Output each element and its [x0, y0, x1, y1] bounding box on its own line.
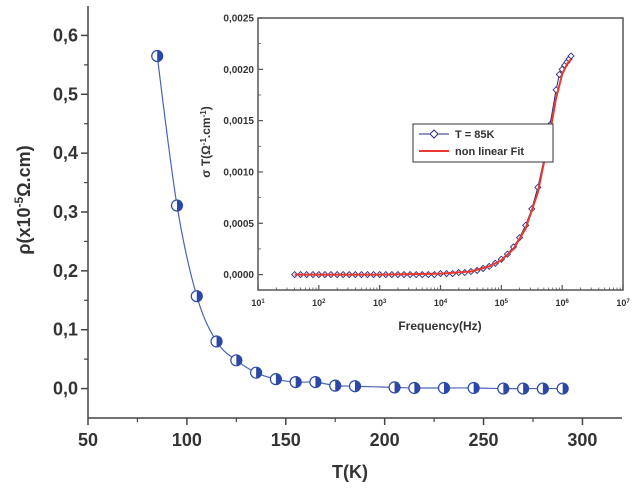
y-tick-label: 0,5 — [53, 84, 78, 104]
marker-half-fill — [177, 200, 183, 212]
x-tick-label: 50 — [78, 430, 98, 450]
inset-chart: 101 102 103 104 105 106 107 0,0000 0,0005 0,0010 0… — [199, 14, 631, 334]
legend-box — [412, 123, 554, 163]
x-tick-label: 200 — [370, 430, 400, 450]
inset-legend: T = 85K non linear Fit — [412, 123, 554, 163]
marker-half-fill — [542, 383, 549, 395]
marker-half-fill — [394, 381, 401, 393]
marker-half-fill — [216, 335, 223, 347]
data-point — [151, 49, 164, 63]
marker-half-fill — [256, 367, 262, 379]
data-point — [536, 382, 549, 395]
inset-x-tick-label: 102 — [312, 298, 326, 308]
inset-data-point — [567, 52, 575, 60]
data-point — [517, 382, 530, 395]
inset-y-tick-label: 0,0025 — [223, 14, 254, 25]
marker-half-fill — [414, 382, 420, 394]
marker-half-fill — [157, 50, 163, 62]
inset-y-tick-label: 0,0010 — [223, 167, 254, 178]
data-point — [190, 290, 203, 303]
inset-x-tick-label: 101 — [251, 298, 265, 308]
y-tick-label: 0,3 — [53, 202, 78, 222]
marker-half-fill — [473, 382, 480, 394]
inset-y-tick-label: 0,0000 — [223, 270, 254, 281]
x-axis-label: T(K) — [332, 462, 368, 482]
data-point — [467, 381, 480, 395]
data-point — [250, 366, 263, 379]
data-point — [230, 354, 243, 367]
marker-half-fill — [196, 290, 203, 302]
inset-x-tick-label: 106 — [555, 298, 569, 308]
main-chart: 50 100 150 200 250 300 0,0 0,1 0,2 0,3 0,4 0,5 0,6 T(… — [12, 6, 622, 482]
inset-y-tick-label: 0,0020 — [223, 65, 254, 76]
inset-y-axis-label: σ T(Ω-1.cm-1) — [199, 106, 214, 177]
y-tick-label: 0,1 — [53, 320, 78, 340]
marker-half-fill — [444, 382, 450, 394]
data-point — [388, 381, 401, 394]
marker-half-fill — [275, 373, 282, 385]
marker-half-fill — [335, 380, 341, 392]
data-point — [437, 381, 451, 395]
data-point — [348, 380, 362, 393]
inset-y-tick-label: 0,0005 — [223, 219, 254, 230]
data-point — [408, 381, 421, 395]
marker-half-fill — [315, 376, 321, 388]
y-axis-label: ρ(x10-5Ω.cm) — [12, 145, 34, 254]
y-tick-label: 0,2 — [53, 261, 78, 281]
inset-x-axis-label: Frequency(Hz) — [398, 319, 481, 333]
x-tick-label: 300 — [567, 430, 597, 450]
inset-x-tick-label: 105 — [495, 298, 509, 308]
inset-fit-line — [294, 58, 572, 276]
legend-swatch-diamond — [429, 129, 439, 139]
x-tick-label: 150 — [271, 430, 301, 450]
data-point — [497, 382, 510, 395]
y-tick-label: 0,4 — [53, 143, 78, 163]
y-tick-label: 0,6 — [53, 25, 78, 45]
marker-half-fill — [503, 383, 509, 395]
marker-half-fill — [236, 354, 242, 366]
inset-x-tick-label: 107 — [616, 298, 630, 308]
inset-x-tick-label: 103 — [373, 298, 387, 308]
x-tick-label: 100 — [172, 430, 202, 450]
inset-y-tick-label: 0,0015 — [223, 116, 254, 127]
data-point — [289, 375, 302, 389]
data-point — [309, 375, 322, 389]
legend-label: T = 85K — [455, 129, 494, 141]
y-tick-label: 0,0 — [53, 379, 78, 399]
marker-half-fill — [355, 380, 361, 392]
marker-half-fill — [523, 383, 529, 395]
marker-half-fill — [562, 383, 569, 395]
marker-half-fill — [295, 376, 302, 388]
x-tick-label: 250 — [469, 430, 499, 450]
data-point — [329, 379, 342, 392]
data-point — [170, 199, 184, 212]
inset-x-tick-label: 104 — [434, 298, 448, 308]
legend-label: non linear Fit — [455, 146, 524, 158]
data-point — [269, 373, 282, 386]
data-point — [210, 335, 223, 348]
data-point — [556, 382, 569, 395]
